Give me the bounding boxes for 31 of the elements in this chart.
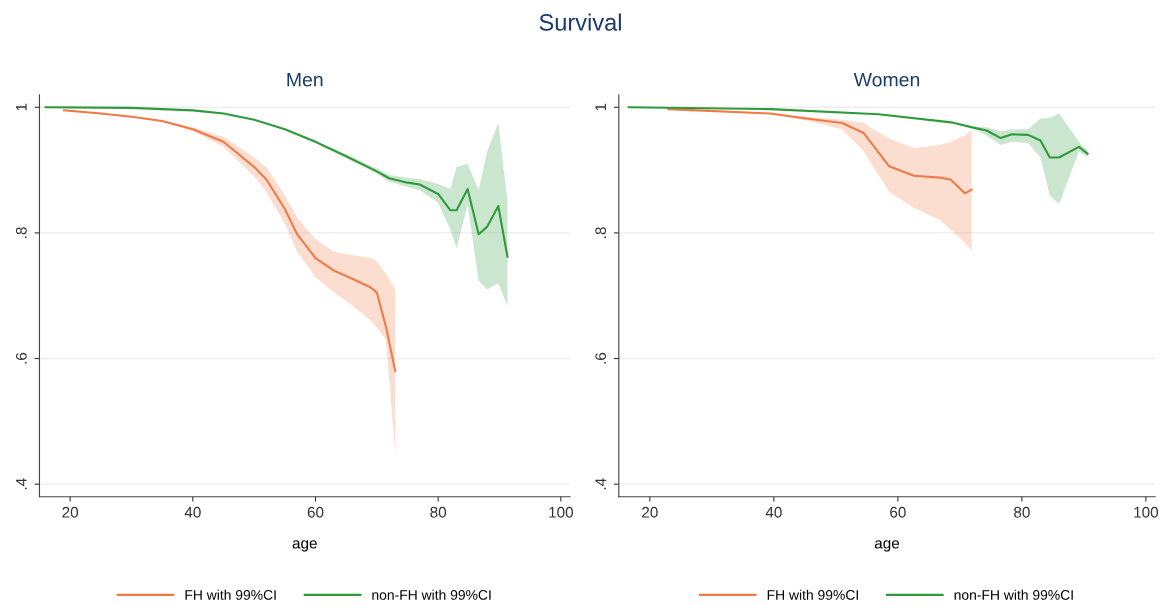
y-tick-label: .8 bbox=[595, 227, 607, 238]
y-tick-label: .6 bbox=[15, 352, 27, 364]
y-tick-label: .6 bbox=[595, 352, 607, 364]
x-tick-label: 20 bbox=[62, 506, 79, 518]
x-axis-title: age bbox=[874, 540, 900, 552]
y-tick-label: .8 bbox=[15, 227, 27, 238]
x-tick-label: 100 bbox=[549, 506, 573, 518]
x-tick-label: 80 bbox=[430, 506, 447, 518]
legend-label: non-FH with 99%CI bbox=[372, 589, 491, 600]
x-tick-label: 60 bbox=[307, 506, 324, 518]
line-series bbox=[62, 109, 397, 373]
text: Survival bbox=[539, 13, 621, 31]
x-tick-label: 20 bbox=[642, 506, 658, 518]
legend-label: FH with 99%CI bbox=[185, 589, 276, 600]
line-series bbox=[627, 106, 1089, 159]
y-tick-label: 1 bbox=[595, 103, 606, 111]
line-series bbox=[44, 106, 509, 258]
x-tick-label: 40 bbox=[765, 506, 782, 518]
chart-title: Women bbox=[853, 72, 920, 87]
x-tick-label: 40 bbox=[184, 506, 201, 518]
y-tick-label: .4 bbox=[595, 478, 606, 490]
line-series bbox=[667, 108, 973, 195]
x-axis-title: age bbox=[292, 540, 317, 552]
legend-label: non-FH with 99%CI bbox=[954, 589, 1073, 600]
x-tick-label: 60 bbox=[890, 506, 906, 518]
y-tick-label: 1 bbox=[16, 103, 27, 111]
x-tick-label: 80 bbox=[1014, 506, 1030, 518]
chart-title: Men bbox=[287, 72, 323, 87]
x-tick-label: 100 bbox=[1134, 506, 1159, 518]
legend-label: FH with 99%CI bbox=[767, 589, 858, 600]
y-tick-label: .4 bbox=[16, 478, 27, 490]
